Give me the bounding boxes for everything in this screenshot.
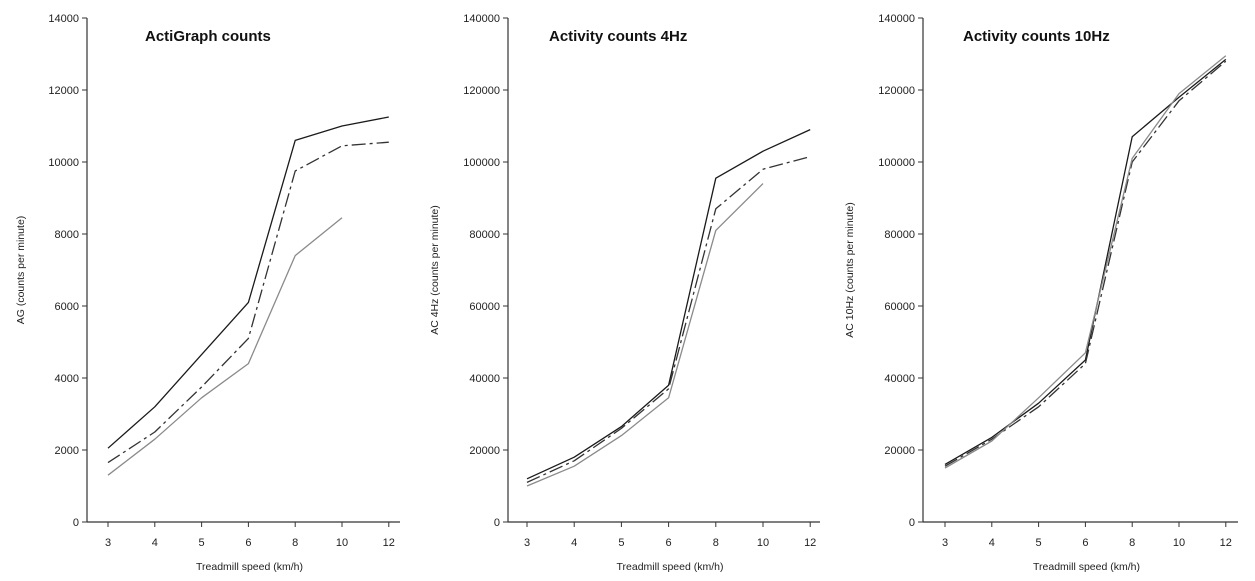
y-tick-label: 12000 [48, 85, 79, 97]
series-line-2 [107, 141, 389, 464]
y-axis-label: AC 10Hz (counts per minute) [844, 202, 856, 337]
y-axis-label: AG (counts per minute) [15, 216, 27, 325]
chart-title: Activity counts 4Hz [549, 28, 687, 45]
x-tick-label: 4 [989, 537, 995, 549]
x-tick-label: 6 [1082, 537, 1088, 549]
x-axis-label: Treadmill speed (km/h) [196, 561, 303, 573]
y-tick-label: 60000 [469, 301, 500, 313]
series-line-2 [944, 60, 1227, 467]
x-tick-label: 12 [1220, 537, 1232, 549]
x-tick-label: 10 [1173, 537, 1185, 549]
x-tick-label: 4 [152, 537, 158, 549]
x-tick-label: 3 [105, 537, 111, 549]
x-tick-label: 8 [292, 537, 298, 549]
chart-panel-1: 0 2000 4000 6000 8000 10000 12000 14000 3 4 5 6 8 10 1… [15, 13, 400, 573]
y-tick-label: 20000 [469, 445, 500, 457]
series-line-2 [526, 155, 811, 483]
x-axis-label: Treadmill speed (km/h) [617, 561, 724, 573]
y-tick-label: 0 [73, 517, 79, 529]
y-tick-label: 40000 [884, 373, 915, 385]
x-tick-label: 3 [524, 537, 530, 549]
y-tick-label: 0 [494, 517, 500, 529]
series-line-3 [944, 55, 1227, 469]
series-line-1 [526, 129, 811, 480]
y-tick-label: 14000 [48, 13, 79, 25]
x-tick-label: 6 [245, 537, 251, 549]
y-tick-label: 10000 [48, 157, 79, 169]
x-tick-label: 6 [666, 537, 672, 549]
y-tick-label: 2000 [55, 445, 79, 457]
y-tick-label: 60000 [884, 301, 915, 313]
x-tick-label: 3 [942, 537, 948, 549]
y-tick-label: 4000 [55, 373, 79, 385]
x-tick-label: 5 [1036, 537, 1042, 549]
x-tick-label: 5 [199, 537, 205, 549]
series-line-3 [526, 183, 764, 487]
series-line-1 [944, 58, 1227, 465]
chart-title: ActiGraph counts [145, 28, 271, 45]
x-tick-label: 5 [618, 537, 624, 549]
x-tick-label: 10 [757, 537, 769, 549]
x-tick-label: 4 [571, 537, 577, 549]
series-line-3 [107, 217, 343, 476]
y-tick-label: 40000 [469, 373, 500, 385]
chart-panel-2: 0 20000 40000 60000 80000 100000 120000 140000 3… [429, 13, 820, 573]
y-tick-label: 120000 [878, 85, 915, 97]
x-tick-label: 8 [713, 537, 719, 549]
y-tick-label: 0 [909, 517, 915, 529]
x-axis-label: Treadmill speed (km/h) [1033, 561, 1140, 573]
chart-panel-3: 0 20000 40000 60000 80000 100000 120000 140000 3… [844, 13, 1238, 573]
y-tick-label: 80000 [469, 229, 500, 241]
y-tick-label: 20000 [884, 445, 915, 457]
y-tick-label: 120000 [463, 85, 500, 97]
chart-title: Activity counts 10Hz [963, 28, 1110, 45]
y-tick-label: 80000 [884, 229, 915, 241]
y-tick-label: 8000 [55, 229, 79, 241]
y-tick-label: 140000 [463, 13, 500, 25]
y-tick-label: 6000 [55, 301, 79, 313]
x-tick-label: 8 [1129, 537, 1135, 549]
x-tick-label: 12 [804, 537, 816, 549]
x-tick-label: 12 [383, 537, 395, 549]
y-tick-label: 100000 [878, 157, 915, 169]
series-line-1 [107, 116, 389, 449]
y-tick-label: 140000 [878, 13, 915, 25]
y-tick-label: 100000 [463, 157, 500, 169]
x-tick-label: 10 [336, 537, 348, 549]
y-axis-label: AC 4Hz (counts per minute) [429, 205, 441, 335]
